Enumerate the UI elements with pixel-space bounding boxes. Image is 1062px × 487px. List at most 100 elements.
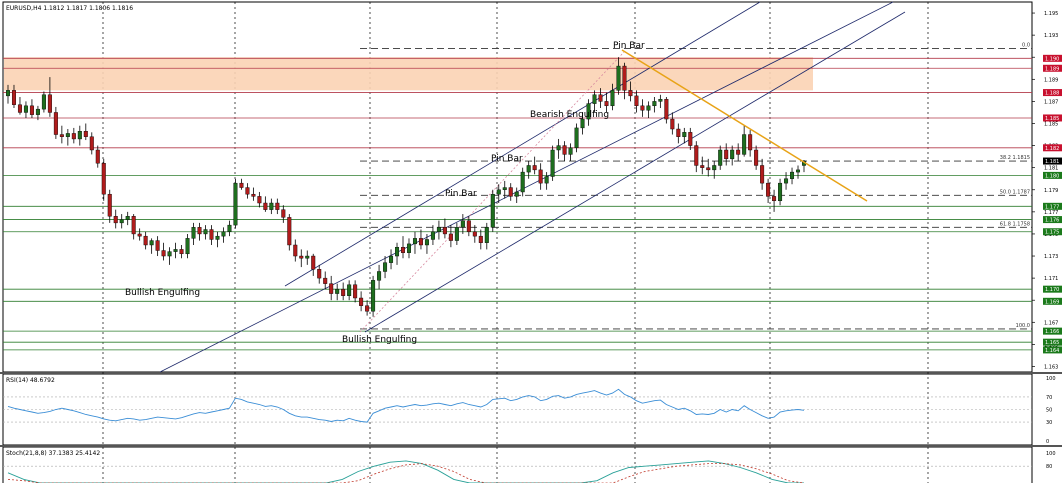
channel-mid-line [364, 11, 906, 333]
bearish-candle-body [11, 90, 16, 105]
candle [640, 99, 645, 117]
candle [317, 264, 322, 284]
candle [736, 143, 741, 162]
price-axis-label: 1.181 [1044, 166, 1058, 172]
bullish-candle-body [796, 169, 801, 173]
bullish-candle-body [221, 231, 226, 237]
level-price-tag-label: 1.170 [1045, 287, 1059, 293]
candle [574, 123, 579, 153]
fibonacci-base-line [359, 51, 625, 333]
candle [71, 127, 76, 144]
price-axis-label: 1.173 [1044, 254, 1058, 260]
level-price-tag [1043, 54, 1062, 62]
current-price-tag [1043, 157, 1062, 165]
candle [724, 143, 729, 166]
bullish-candle-body [191, 227, 196, 239]
pattern-annotation: Bearish Engulfing [530, 110, 609, 120]
bearish-candle-body [754, 149, 759, 166]
candle [227, 220, 232, 237]
rsi-axis-label: 100 [1046, 376, 1056, 382]
bearish-candle-body [143, 235, 148, 246]
candle [406, 238, 411, 259]
candle [41, 91, 46, 113]
bullish-candle-body [502, 187, 507, 190]
bearish-candle-body [155, 240, 160, 251]
bearish-candle-body [562, 145, 567, 155]
bullish-candle-body [586, 103, 591, 120]
level-price-tag-label: 1.185 [1045, 116, 1059, 122]
bullish-candle-body [592, 94, 597, 104]
candle [532, 156, 537, 175]
bullish-candle-body [185, 238, 190, 255]
fibonacci-level-label: 38.2 1.1815 [1000, 155, 1030, 161]
bullish-candle-body [520, 171, 525, 193]
bearish-candle-body [760, 165, 765, 184]
candle [137, 228, 142, 241]
candle [263, 196, 268, 212]
candle [514, 187, 519, 204]
candle [101, 158, 106, 201]
candle [634, 90, 639, 113]
candle [706, 158, 711, 177]
bullish-candle-body [652, 101, 657, 107]
bullish-candle-body [119, 219, 124, 224]
candle [401, 236, 406, 259]
bearish-candle-body [664, 98, 669, 120]
candle [335, 283, 340, 301]
bearish-candle-body [766, 182, 771, 197]
bullish-candle-body [436, 227, 441, 232]
candle [89, 132, 94, 155]
candle [287, 214, 292, 251]
candle [107, 189, 112, 223]
bearish-candle-body [179, 249, 184, 255]
candle [712, 161, 717, 179]
bullish-candle-body [412, 238, 417, 245]
pattern-annotation: Pin Bar [613, 41, 645, 51]
bullish-candle-body [173, 249, 178, 252]
candle [35, 105, 40, 121]
bearish-candle-body [359, 297, 364, 306]
candle [478, 229, 483, 250]
candle [155, 236, 160, 257]
level-price-tag-label: 1.188 [1045, 91, 1059, 97]
candle [412, 231, 417, 254]
candle [568, 143, 573, 162]
candle [161, 242, 166, 261]
bullish-candle-body [35, 108, 40, 115]
bearish-candle-body [353, 284, 358, 299]
bearish-candle-body [466, 220, 471, 232]
candle [466, 216, 471, 237]
fibonacci-level-label: 50.0 1.1787 [1000, 189, 1030, 195]
candle [293, 239, 298, 262]
bullish-candle-body [526, 165, 531, 173]
candle [538, 163, 543, 190]
stoch-header: Stoch(21,8,8) 37.1383 25.4142 [6, 450, 100, 457]
candle [95, 145, 100, 168]
candle [622, 62, 627, 100]
stoch-axis-label: 80 [1046, 464, 1052, 470]
bearish-candle-body [263, 202, 268, 210]
bullish-candle-body [377, 271, 382, 281]
candle [23, 101, 28, 118]
bearish-candle-body [53, 112, 58, 135]
bearish-candle-body [257, 196, 262, 204]
candle [383, 256, 388, 279]
bearish-candle-body [508, 187, 513, 197]
candle [496, 184, 501, 204]
stoch-panel-frame [2, 446, 1033, 486]
pattern-annotation: Bullish Engulfing [342, 335, 417, 345]
candle [460, 214, 465, 234]
bearish-candle-body [676, 128, 681, 137]
level-price-tag [1043, 144, 1062, 152]
bullish-candle-body [389, 255, 394, 263]
bullish-candle-body [580, 118, 585, 129]
bearish-candle-body [688, 132, 693, 146]
candle [215, 231, 220, 248]
bearish-candle-body [724, 149, 729, 160]
bearish-candle-body [736, 149, 741, 155]
price-axis-label: 1.195 [1044, 11, 1058, 17]
bearish-candle-body [113, 216, 118, 224]
bullish-candle-body [616, 65, 621, 91]
level-price-tag-label: 1.166 [1045, 329, 1059, 335]
